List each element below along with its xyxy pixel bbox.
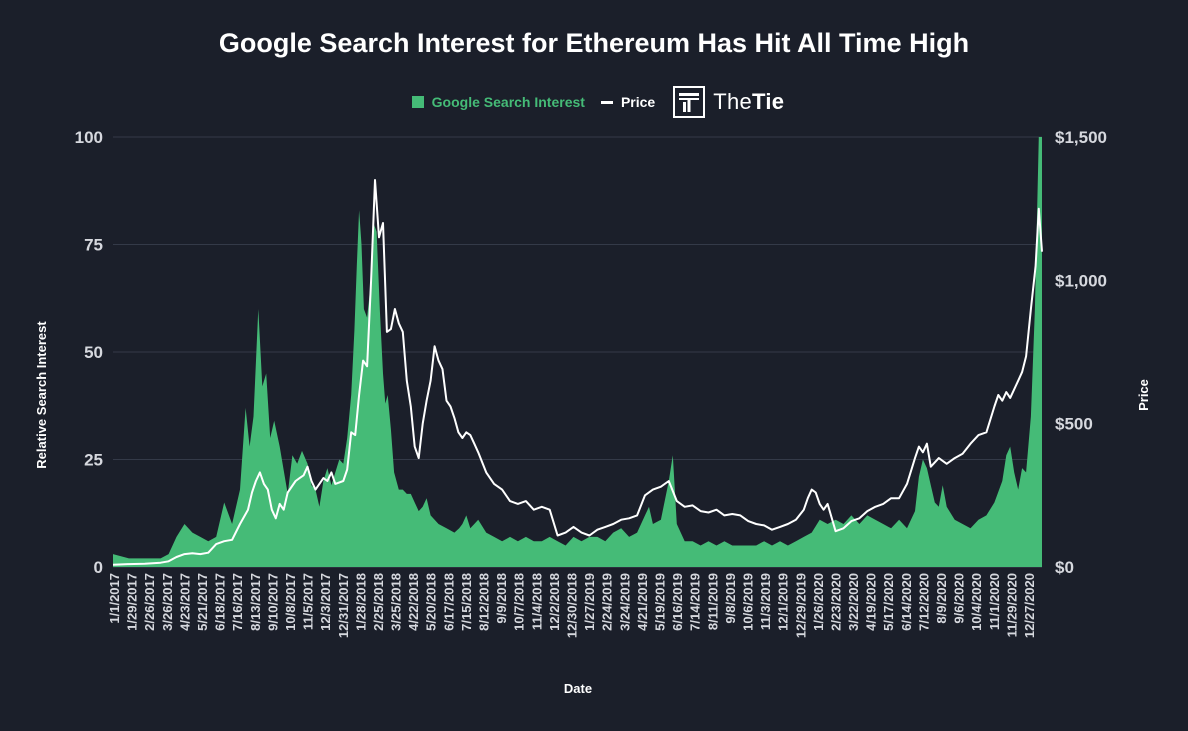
right-axis-ticks: $0 $500 $1,000 $1,500	[1055, 128, 1107, 577]
x-tick-label: 6/18/2017	[213, 573, 228, 631]
brand-name-light: The	[713, 89, 753, 114]
x-tick-label: 11/5/2017	[301, 573, 316, 630]
price-line	[112, 179, 1043, 566]
x-axis-label: Date	[564, 681, 592, 696]
x-tick-label: 10/6/2019	[741, 573, 756, 631]
x-tick-label: 12/1/2019	[776, 573, 791, 631]
x-tick-label: 10/8/2017	[283, 573, 298, 631]
x-tick-label: 9/6/2020	[952, 573, 967, 624]
legend-label-price: Price	[620, 94, 656, 110]
x-tick-label: 2/26/2017	[142, 573, 157, 631]
x-tick-label: 6/14/2020	[899, 573, 914, 631]
y-tick-left: 25	[84, 451, 103, 470]
search-interest-area-layer	[113, 137, 1042, 567]
x-tick-label: 5/19/2019	[653, 573, 668, 631]
legend-swatch-search	[411, 96, 424, 108]
price-line-layer	[112, 179, 1043, 566]
x-tick-label: 1/1/2017	[107, 573, 122, 624]
x-tick-label: 3/26/2017	[160, 573, 175, 631]
y-tick-left: 75	[84, 236, 103, 255]
x-tick-label: 8/12/2018	[477, 573, 492, 631]
y-axis-label-right: Price	[1136, 379, 1151, 411]
x-tick-label: 7/14/2019	[688, 573, 703, 631]
x-tick-label: 2/25/2018	[371, 573, 386, 631]
chart-title: Google Search Interest for Ethereum Has …	[218, 28, 970, 58]
x-tick-label: 7/16/2017	[230, 573, 245, 631]
x-tick-label: 12/27/2020	[1022, 573, 1037, 638]
x-tick-label: 2/23/2020	[828, 573, 843, 631]
y-tick-left: 0	[94, 558, 103, 577]
x-tick-label: 11/29/2020	[1004, 573, 1019, 637]
x-tick-label: 8/9/2020	[934, 573, 949, 624]
x-tick-label: 3/24/2019	[617, 573, 632, 631]
x-tick-label: 11/1/2020	[987, 573, 1002, 630]
x-tick-label: 11/3/2019	[758, 573, 773, 630]
brand-name: TheTie	[713, 89, 784, 115]
x-tick-label: 4/23/2017	[177, 573, 192, 631]
x-tick-label: 5/17/2020	[881, 573, 896, 631]
legend-swatch-price	[600, 100, 613, 104]
x-tick-label: 12/3/2017	[318, 573, 333, 631]
brand-name-bold: Tie	[752, 89, 785, 114]
x-tick-label: 5/20/2018	[424, 573, 439, 631]
y-tick-left: 50	[84, 343, 103, 362]
x-tick-label: 5/21/2017	[195, 573, 210, 631]
search-interest-area	[113, 137, 1042, 567]
x-tick-label: 12/31/2017	[336, 573, 351, 638]
x-tick-label: 8/13/2017	[248, 573, 263, 631]
x-tick-label: 9/9/2018	[494, 573, 509, 624]
y-axis-label-left: Relative Search Interest	[34, 321, 49, 469]
x-tick-label: 3/22/2020	[846, 573, 861, 631]
y-tick-right: $0	[1055, 558, 1074, 577]
legend: Google Search Interest Price TheTie	[0, 86, 1188, 118]
x-tick-label: 10/7/2018	[512, 573, 527, 631]
x-tick-label: 1/26/2020	[811, 573, 826, 631]
left-axis-ticks: 0 25 50 75 100	[75, 128, 103, 577]
x-tick-label: 6/17/2018	[441, 573, 456, 631]
y-tick-right: $500	[1055, 415, 1093, 434]
x-tick-label: 1/28/2018	[353, 573, 368, 631]
y-tick-left: 100	[75, 128, 103, 147]
thetie-logo-icon	[673, 86, 706, 118]
x-tick-label: 8/11/2019	[705, 573, 720, 630]
x-tick-label: 4/21/2019	[635, 573, 650, 631]
y-tick-right: $1,500	[1055, 128, 1107, 147]
x-tick-label: 12/29/2019	[793, 573, 808, 638]
x-tick-label: 10/4/2020	[969, 573, 984, 631]
x-tick-label: 6/16/2019	[670, 573, 685, 631]
x-tick-label: 9/8/2019	[723, 573, 738, 624]
legend-item-price[interactable]: Price	[600, 94, 656, 110]
x-tick-label: 3/25/2018	[389, 573, 404, 631]
x-axis-ticks: 1/1/2017 1/29/2017 2/26/2017 3/26/2017 4/23/…	[107, 573, 1037, 638]
x-tick-label: 4/19/2020	[864, 573, 879, 631]
x-tick-label: 7/12/2020	[916, 573, 931, 631]
x-tick-label: 11/4/2018	[529, 573, 544, 630]
brand-logo: TheTie	[673, 86, 784, 118]
legend-label-search: Google Search Interest	[431, 94, 585, 110]
x-tick-label: 2/24/2019	[600, 573, 615, 631]
x-tick-label: 7/15/2018	[459, 573, 474, 631]
legend-item-search[interactable]: Google Search Interest	[411, 94, 585, 110]
x-tick-label: 1/27/2019	[582, 573, 597, 631]
y-tick-right: $1,000	[1055, 271, 1107, 290]
x-tick-label: 12/30/2018	[565, 573, 580, 638]
x-tick-label: 9/10/2017	[265, 573, 280, 631]
x-tick-label: 4/22/2018	[406, 573, 421, 631]
x-tick-label: 1/29/2017	[125, 573, 140, 631]
x-tick-label: 12/2/2018	[547, 573, 562, 631]
